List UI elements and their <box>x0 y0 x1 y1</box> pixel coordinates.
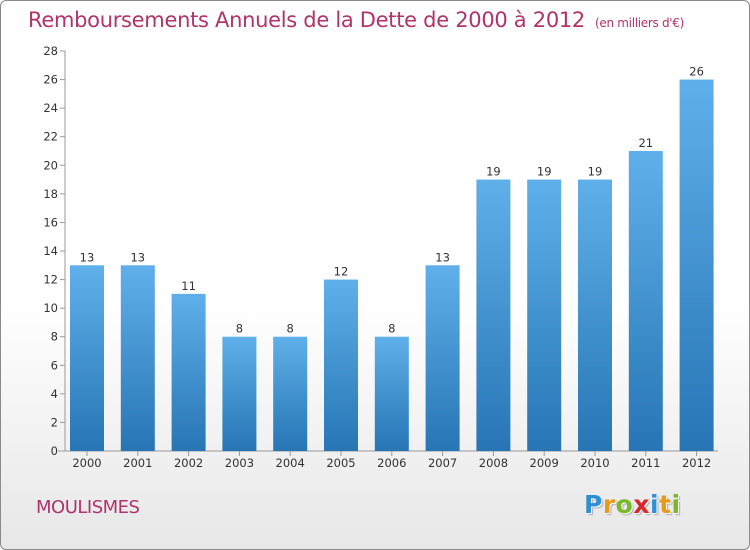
bar-layer: 13 13 11 8 8 12 8 13 19 19 19 21 26 <box>70 65 714 452</box>
y-tick-label: 2 <box>51 415 58 429</box>
logo-letter: P <box>584 490 603 519</box>
y-tick-label: 24 <box>43 101 58 115</box>
data-label-2012: 26 <box>689 65 704 79</box>
x-tick-label-2011: 2011 <box>631 456 660 470</box>
data-label-2011: 21 <box>638 136 653 150</box>
y-tick-label: 12 <box>43 273 58 287</box>
x-tick-label-2003: 2003 <box>225 456 254 470</box>
bar-2003 <box>222 336 257 451</box>
x-tick-label-2009: 2009 <box>530 456 559 470</box>
data-label-2000: 13 <box>80 250 95 264</box>
data-label-2005: 12 <box>334 265 349 279</box>
y-tick-label: 14 <box>43 244 58 258</box>
y-tick-label: 0 <box>51 444 58 458</box>
x-tick-label-2008: 2008 <box>479 456 508 470</box>
x-tick-label-2004: 2004 <box>276 456 305 470</box>
proxiti-logo: Proxiti <box>584 490 681 519</box>
y-tick-label: 28 <box>43 44 58 58</box>
logo-letter: o <box>615 490 634 519</box>
data-label-2003: 8 <box>236 322 243 336</box>
data-label-2006: 8 <box>388 322 395 336</box>
y-tick-label: 8 <box>51 330 58 344</box>
logo-letter: i <box>650 490 660 519</box>
commune-name: MOULISMES <box>36 497 140 518</box>
x-tick-label-2000: 2000 <box>72 456 101 470</box>
x-tick-label-2002: 2002 <box>174 456 203 470</box>
logo-letter: t <box>659 490 672 519</box>
y-tick-label: 16 <box>43 215 58 229</box>
bar-2008 <box>476 179 511 452</box>
x-tick-label-2006: 2006 <box>377 456 406 470</box>
chart-unit: (en milliers d'€) <box>595 16 685 30</box>
x-tick-label-2012: 2012 <box>682 456 711 470</box>
y-tick-label: 22 <box>43 130 58 144</box>
x-tick-label-2010: 2010 <box>580 456 609 470</box>
data-label-2010: 19 <box>588 165 603 179</box>
x-tick-label-2001: 2001 <box>123 456 152 470</box>
y-tick-label: 20 <box>43 158 58 172</box>
x-tick-label-2007: 2007 <box>428 456 457 470</box>
y-tick-label: 10 <box>43 301 58 315</box>
bar-2010 <box>578 179 612 452</box>
y-tick-label: 4 <box>51 387 58 401</box>
data-label-2007: 13 <box>435 250 450 264</box>
logo-letter: x <box>633 490 650 519</box>
data-label-2008: 19 <box>486 165 501 179</box>
chart-title: Remboursements Annuels de la Dette de 20… <box>28 8 684 32</box>
logo-letter: r <box>602 490 616 519</box>
chart-title-text: Remboursements Annuels de la Dette de 20… <box>28 8 585 32</box>
bar-2000 <box>70 265 104 451</box>
logo-letter: i <box>671 490 681 519</box>
data-label-2002: 11 <box>181 279 196 293</box>
bar-2012 <box>679 79 714 452</box>
bar-2009 <box>527 179 562 452</box>
y-tick-label: 26 <box>43 73 58 87</box>
bar-2006 <box>374 336 409 451</box>
bar-2004 <box>273 336 308 451</box>
bar-2005 <box>324 279 358 451</box>
x-tick-label-2005: 2005 <box>326 456 355 470</box>
data-label-2001: 13 <box>130 250 145 264</box>
bar-2007 <box>425 265 460 451</box>
bar-2002 <box>171 293 206 451</box>
y-tick-label: 18 <box>43 187 58 201</box>
data-label-2004: 8 <box>287 322 294 336</box>
y-tick-label: 6 <box>51 358 58 372</box>
bar-2011 <box>628 151 663 451</box>
data-label-2009: 19 <box>537 165 552 179</box>
bar-2001 <box>120 265 155 451</box>
